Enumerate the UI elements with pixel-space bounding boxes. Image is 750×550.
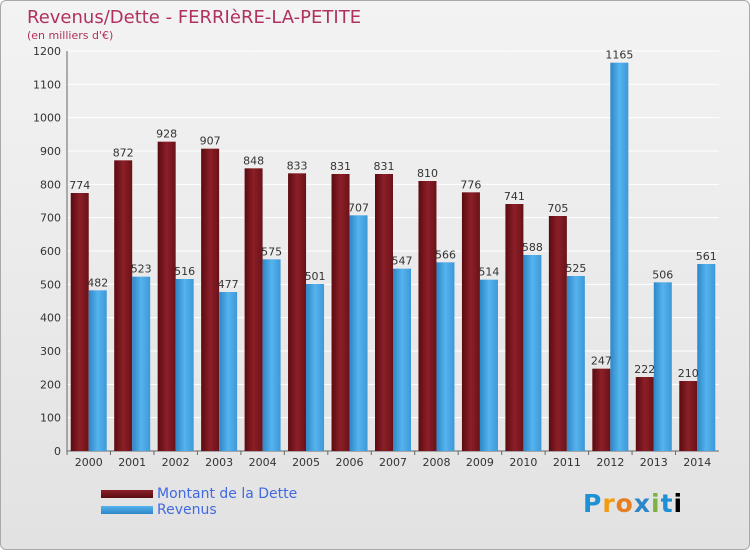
bar-debt <box>114 160 133 452</box>
value-label-revenue: 547 <box>392 255 413 268</box>
bar-debt <box>592 368 611 451</box>
bar-debt <box>331 174 350 451</box>
bar-revenue <box>175 279 194 451</box>
bar-revenue <box>132 276 151 451</box>
value-label-debt: 928 <box>156 128 177 141</box>
bar-debt <box>288 173 307 452</box>
x-tick-label: 2012 <box>596 456 624 469</box>
bar-revenue <box>610 62 629 452</box>
value-label-debt: 872 <box>113 146 134 159</box>
bar-revenue <box>262 259 281 451</box>
value-label-revenue: 501 <box>305 270 326 283</box>
y-tick-label: 0 <box>54 445 61 458</box>
x-tick-label: 2011 <box>553 456 581 469</box>
bar-debt <box>548 216 567 451</box>
y-tick-label: 300 <box>40 345 61 358</box>
y-tick-label: 200 <box>40 378 61 391</box>
chart-subtitle: (en milliers d'€) <box>27 29 114 42</box>
bar-revenue <box>653 282 672 451</box>
y-tick-label: 700 <box>40 212 61 225</box>
y-tick-label: 400 <box>40 312 61 325</box>
value-label-revenue: 561 <box>696 250 717 263</box>
value-label-revenue: 477 <box>218 278 239 291</box>
x-tick-label: 2000 <box>75 456 103 469</box>
proxiti-logo: Proxiti <box>583 489 684 518</box>
value-label-revenue: 575 <box>261 245 282 258</box>
y-tick-label: 1000 <box>33 112 61 125</box>
y-tick-label: 900 <box>40 145 61 158</box>
bar-debt <box>375 174 393 451</box>
legend-label-debt: Montant de la Dette <box>157 486 298 502</box>
x-tick-label: 2001 <box>118 456 146 469</box>
y-tick-label: 500 <box>40 278 61 291</box>
y-tick-label: 1200 <box>33 45 61 58</box>
bar-debt <box>679 381 698 451</box>
bar-revenue <box>697 264 716 451</box>
value-label-revenue: 566 <box>435 248 456 261</box>
value-labels: 774 482 872 523 928 516 907 477 848 575 833 501 831 7… <box>69 49 717 380</box>
bar-revenue <box>219 292 238 451</box>
y-tick-label: 600 <box>40 245 61 258</box>
value-label-revenue: 1165 <box>605 49 633 62</box>
bar-revenue <box>88 290 107 451</box>
bar-debt <box>70 193 89 451</box>
value-label-revenue: 707 <box>348 201 369 214</box>
value-label-debt: 774 <box>69 179 90 192</box>
bar-debt <box>461 192 480 452</box>
y-tick-label: 800 <box>40 178 61 191</box>
value-label-debt: 210 <box>678 367 699 380</box>
value-label-debt: 247 <box>591 355 612 368</box>
legend-swatch-revenue <box>101 506 153 514</box>
x-tick-label: 2007 <box>379 456 407 469</box>
bar-debt <box>244 168 263 452</box>
bar-debt <box>201 148 220 451</box>
value-label-debt: 907 <box>200 135 221 148</box>
value-label-debt: 776 <box>460 178 481 191</box>
value-label-debt: 831 <box>330 160 351 173</box>
x-tick-label: 2003 <box>205 456 233 469</box>
value-label-debt: 741 <box>504 190 525 203</box>
value-label-debt: 833 <box>287 159 308 172</box>
bar-revenue <box>393 268 411 451</box>
value-label-debt: 810 <box>417 167 438 180</box>
value-label-revenue: 588 <box>522 241 543 254</box>
x-tick-label: 2006 <box>336 456 364 469</box>
bar-debt <box>418 181 437 451</box>
y-tick-label: 100 <box>40 412 61 425</box>
value-label-debt: 848 <box>243 154 264 167</box>
value-label-debt: 831 <box>374 160 395 173</box>
legend-swatch-debt <box>101 490 153 498</box>
bar-debt <box>635 377 654 451</box>
x-tick-label: 2005 <box>292 456 320 469</box>
x-tick-label: 2013 <box>640 456 668 469</box>
value-label-revenue: 523 <box>131 263 152 276</box>
bar-revenue <box>306 284 325 451</box>
bar-revenue <box>566 276 585 451</box>
x-tick-label: 2008 <box>422 456 450 469</box>
chart-title: Revenus/Dette - FERRIèRE-LA-PETITE <box>27 7 362 28</box>
bar-revenue <box>349 215 368 451</box>
value-label-debt: 222 <box>634 363 655 376</box>
bar-debt <box>505 204 524 451</box>
x-tick-label: 2014 <box>683 456 711 469</box>
bar-revenue <box>479 279 498 451</box>
value-label-revenue: 506 <box>652 268 673 281</box>
bar-revenue <box>523 255 542 451</box>
bar-debt <box>157 141 176 451</box>
value-label-revenue: 514 <box>478 266 499 279</box>
legend-label-revenue: Revenus <box>157 502 217 518</box>
value-label-revenue: 525 <box>565 262 586 275</box>
x-tick-label: 2004 <box>249 456 277 469</box>
bar-revenue <box>436 262 455 451</box>
y-tick-label: 1100 <box>33 78 61 91</box>
x-tick-label: 2010 <box>509 456 537 469</box>
value-label-revenue: 516 <box>174 265 195 278</box>
x-tick-label: 2002 <box>162 456 190 469</box>
value-label-revenue: 482 <box>87 276 108 289</box>
value-label-debt: 705 <box>547 202 568 215</box>
bars <box>70 62 716 452</box>
x-tick-label: 2009 <box>466 456 494 469</box>
